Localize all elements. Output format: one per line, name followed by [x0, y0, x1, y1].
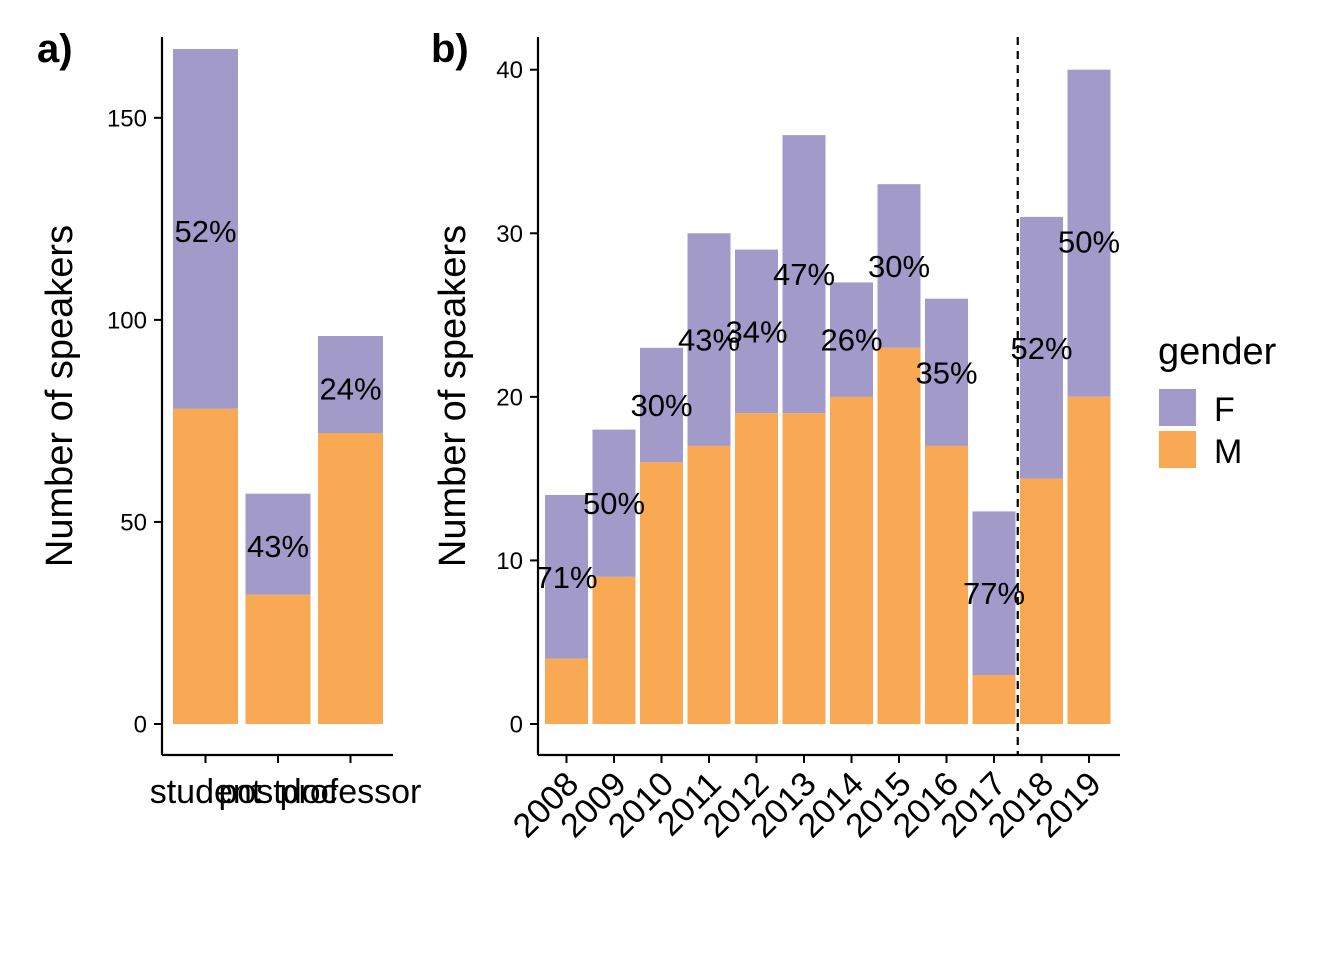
- x-tick-label-student: student: [150, 773, 262, 811]
- legend-label-m: M: [1214, 433, 1242, 471]
- data-label-2019: 50%: [1058, 224, 1120, 259]
- y-tick-label: 30: [496, 221, 523, 248]
- bar-m-2018: [1020, 478, 1063, 724]
- y-tick-label: 40: [496, 57, 523, 84]
- bar-f-2014: [830, 282, 873, 397]
- y-tick-label: 10: [496, 548, 523, 575]
- data-label-2012: 34%: [725, 314, 787, 349]
- data-label-2010: 30%: [630, 388, 692, 423]
- legend-title: gender: [1158, 331, 1277, 373]
- data-label-postdoc: 43%: [247, 529, 309, 564]
- bar-f-2012: [735, 249, 778, 414]
- legend: gender F M: [1158, 331, 1277, 471]
- bar-f-2009: [592, 429, 636, 577]
- bar-m-2019: [1067, 396, 1111, 724]
- bar-f-student: [173, 49, 238, 409]
- bar-f-postdoc: [245, 493, 311, 595]
- bar-m-professor: [318, 433, 383, 724]
- legend-swatch-m: [1159, 431, 1196, 468]
- data-label-2008: 71%: [535, 560, 597, 595]
- legend-swatch-f: [1159, 389, 1196, 426]
- x-tick-label-professor: professor: [280, 773, 422, 811]
- y-tick-label: 100: [107, 307, 147, 334]
- bar-f-2018: [1020, 216, 1063, 479]
- panel-b: 0102030402008200920102011201220132014201…: [431, 27, 1120, 845]
- panel-tag: b): [431, 27, 469, 71]
- y-tick-label: 0: [510, 712, 523, 739]
- data-label-2014: 26%: [820, 323, 882, 358]
- bar-m-2015: [877, 347, 921, 724]
- data-label-2016: 35%: [915, 355, 977, 390]
- data-label-2013: 47%: [773, 257, 835, 292]
- bar-f-2019: [1067, 69, 1111, 397]
- bar-m-2012: [735, 413, 778, 724]
- bar-m-2010: [640, 462, 683, 724]
- bar-m-2011: [687, 445, 731, 724]
- data-label-2011: 43%: [678, 323, 740, 358]
- panel-tag: a): [37, 27, 73, 71]
- data-label-2009: 50%: [583, 486, 645, 521]
- y-tick-label: 0: [134, 712, 147, 739]
- data-label-2015: 30%: [868, 249, 930, 284]
- y-axis-title: Number of speakers: [432, 225, 474, 567]
- bar-m-2016: [925, 445, 968, 724]
- bar-m-2008: [545, 658, 588, 724]
- bar-m-2013: [782, 413, 826, 724]
- bar-f-2016: [925, 298, 968, 446]
- bar-m-2014: [830, 396, 873, 724]
- bar-f-2017: [972, 511, 1016, 675]
- data-label-2018: 52%: [1010, 331, 1072, 366]
- bar-m-postdoc: [245, 594, 311, 724]
- bar-f-2013: [782, 135, 826, 414]
- legend-label-f: F: [1214, 391, 1235, 429]
- data-label-professor: 24%: [319, 372, 381, 407]
- bar-f-2010: [640, 347, 683, 463]
- x-tick-label-postdoc: postdoc: [218, 773, 337, 811]
- bar-f-2015: [877, 184, 921, 348]
- y-tick-label: 50: [120, 509, 147, 536]
- bar-m-2017: [972, 674, 1016, 724]
- data-label-student: 52%: [174, 214, 236, 249]
- data-label-2017: 77%: [963, 576, 1025, 611]
- bar-m-2009: [592, 576, 636, 724]
- bar-f-2008: [545, 495, 588, 659]
- bar-f-2011: [687, 233, 731, 446]
- y-axis-title: Number of speakers: [39, 225, 81, 567]
- bar-m-student: [173, 408, 238, 724]
- bar-f-professor: [318, 336, 383, 433]
- y-tick-label: 20: [496, 384, 523, 411]
- y-tick-label: 150: [107, 105, 147, 132]
